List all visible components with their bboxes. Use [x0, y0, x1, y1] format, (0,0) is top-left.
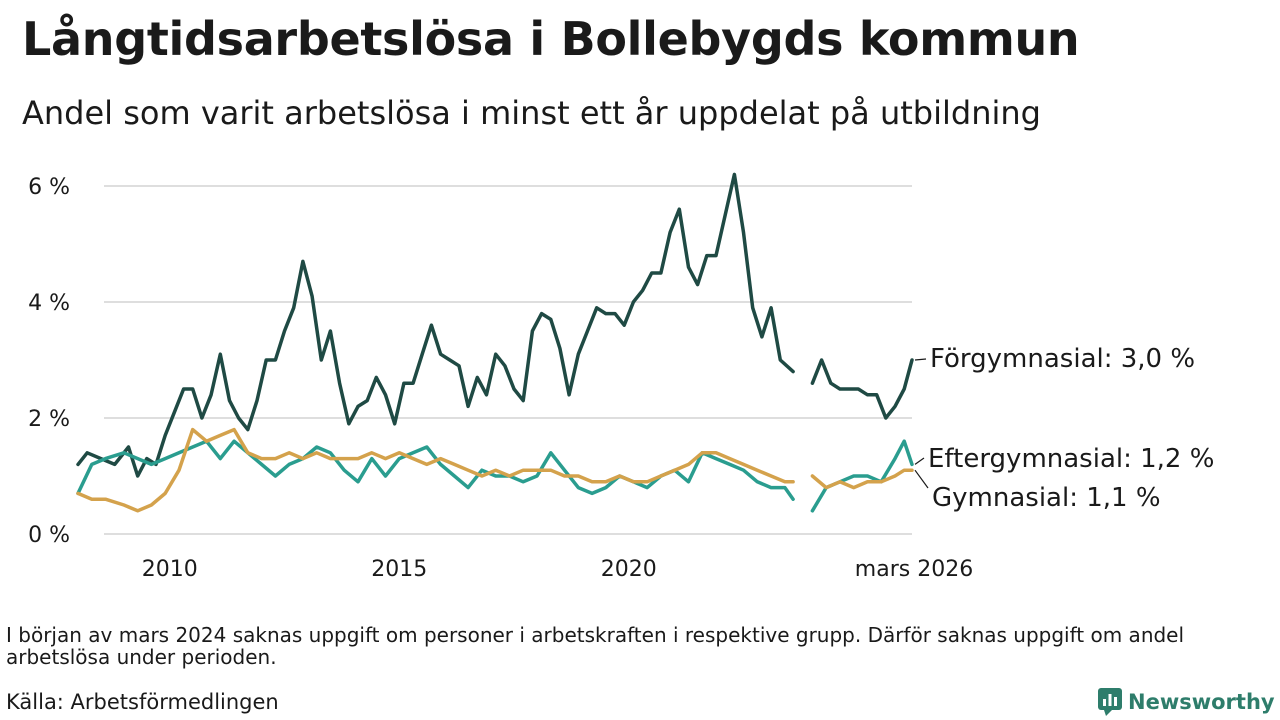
y-tick-label: 2 % [28, 407, 70, 432]
brand-name: Newsworthy [1128, 690, 1275, 714]
x-tick-label: 2015 [371, 557, 427, 582]
label-leader [914, 358, 927, 361]
x-tick-label: 2020 [601, 557, 657, 582]
series-line-gymnasial-1 [810, 468, 914, 490]
page-title: Långtidsarbetslösa i Bollebygds kommun [22, 12, 1080, 66]
chart-footnote: I början av mars 2024 saknas uppgift om … [6, 623, 1185, 669]
x-tick-label: 2010 [142, 557, 198, 582]
series-end-label: Eftergymnasial: 1,2 % [928, 444, 1214, 474]
series-gymnasial [76, 427, 914, 513]
series-line-förgymnasial-1 [810, 358, 914, 420]
newsworthy-icon [1098, 688, 1122, 716]
x-tick-label: mars 2026 [855, 557, 973, 582]
page-subtitle: Andel som varit arbetslösa i minst ett å… [22, 94, 1041, 132]
series-line-gymnasial-0 [76, 427, 795, 513]
series-förgymnasial [76, 172, 914, 478]
series-eftergymnasial [76, 439, 914, 513]
line-chart: 0 % 2 % 4 % 6 % 2010 2015 2020 mars 2026 Förgym… [28, 172, 1214, 582]
y-tick-label: 0 % [28, 523, 70, 548]
series-line-förgymnasial-0 [76, 172, 795, 478]
label-leader [914, 457, 925, 465]
series-end-label: Gymnasial: 1,1 % [932, 483, 1161, 513]
source-text: Källa: Arbetsförmedlingen [6, 690, 279, 714]
y-tick-label: 4 % [28, 291, 70, 316]
y-tick-label: 6 % [28, 175, 70, 200]
brand-logo: Newsworthy [1098, 688, 1275, 716]
series-line-eftergymnasial-0 [76, 439, 795, 501]
label-leader [914, 469, 929, 489]
series-end-label: Förgymnasial: 3,0 % [930, 344, 1195, 374]
